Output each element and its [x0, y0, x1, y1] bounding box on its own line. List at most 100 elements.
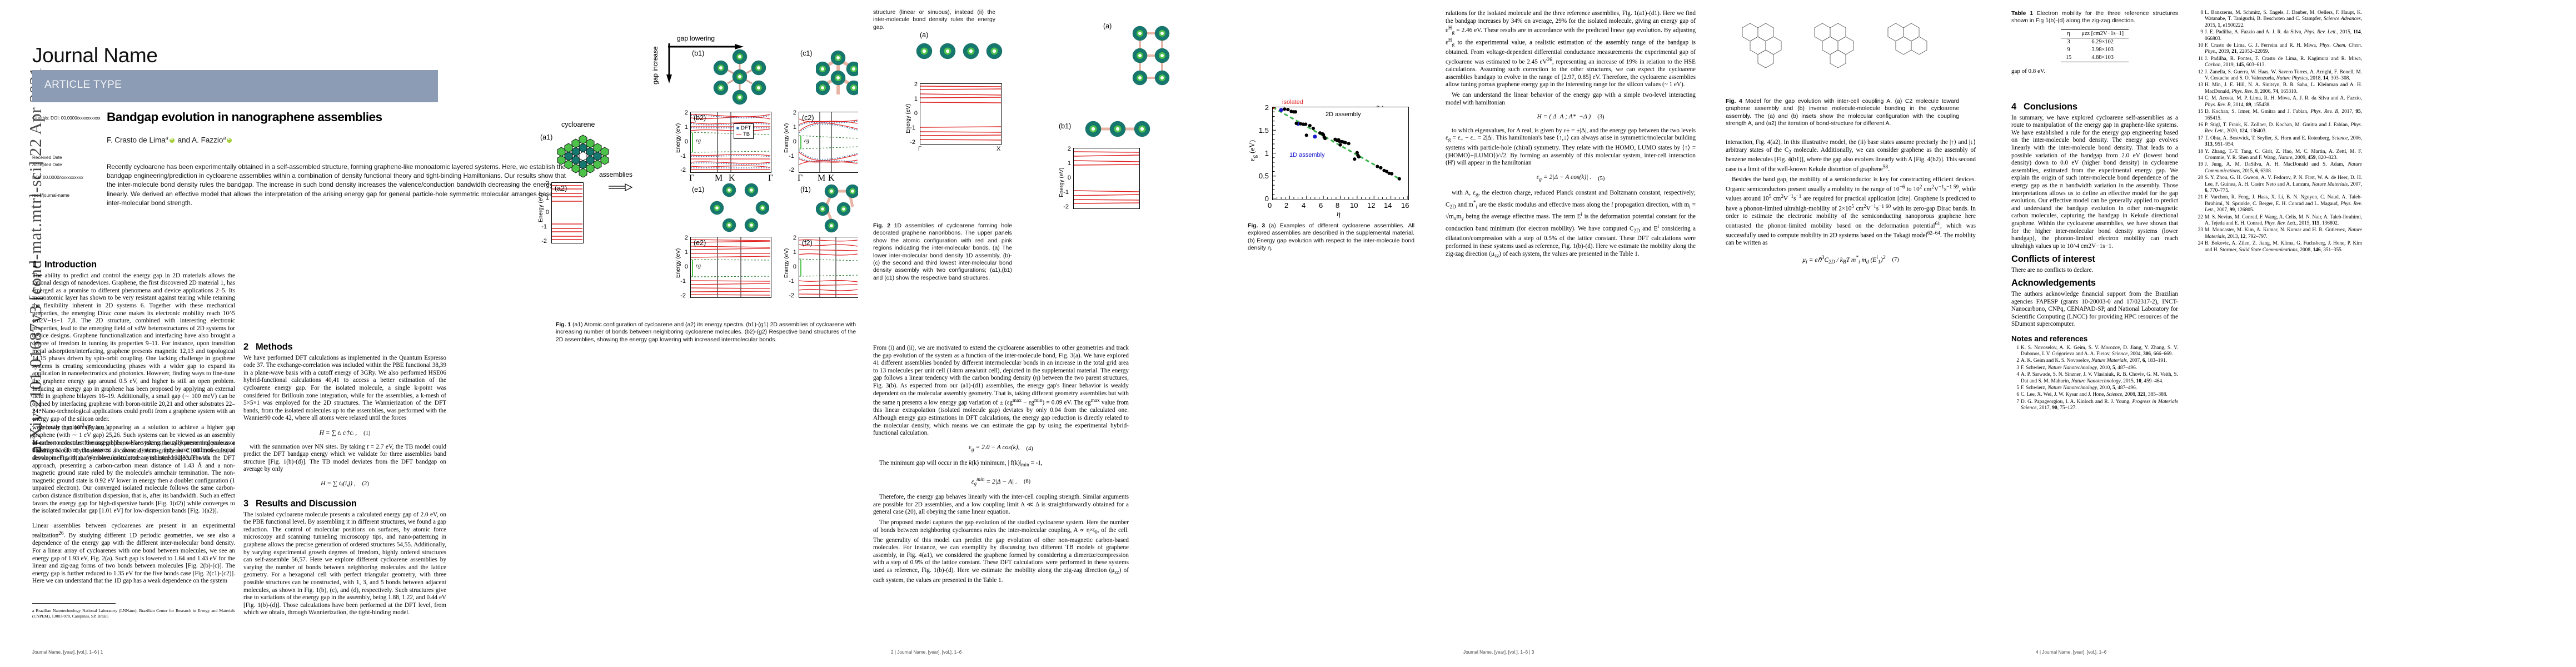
page3-left-text-2: We can understand the linear behavior of…	[1446, 92, 1696, 106]
table-1: η μzz [cm2V−1s−1] 3 6.29×102 9 3.98×103 15…	[2060, 29, 2129, 62]
table-1-cell: 6.29×102	[2091, 39, 2114, 46]
assembly-fig2-b1-icon	[1085, 121, 1150, 137]
fig1-a2-ytick: 0	[545, 209, 549, 216]
fig1-double-arrow-icon	[609, 183, 633, 191]
reference-number: 11	[2198, 56, 2203, 62]
section-heading-conflicts: Conflicts of interest	[2011, 254, 2095, 265]
table-1-cell: 9	[2067, 47, 2070, 53]
page-1: arXiv:2101.01687v3 [cond-mat.mtrl-sci] 2…	[0, 0, 859, 667]
fig3-data-point	[1338, 143, 1342, 147]
section-title: Introduction	[44, 260, 97, 270]
fig1-c2-ktick: Γ	[798, 173, 803, 183]
page2-left-text-4: The proposed model captures the gap evol…	[873, 519, 1129, 584]
article-type-label: ARTICLE TYPE	[44, 79, 122, 91]
fig1-b2-ktick: M	[715, 173, 723, 183]
fig3-xtick: 16	[1401, 201, 1409, 210]
table-1-cell: 3	[2067, 39, 2070, 46]
fig1-e2-ytick: 2	[684, 235, 688, 241]
reference-number: 22	[2198, 214, 2203, 220]
fig2-caption-label: Fig. 2	[873, 223, 890, 229]
column-methods: 2 Methods We have performed DFT calculati…	[243, 342, 446, 491]
legend-item-tb: TB	[736, 131, 751, 137]
fig2-caption: Fig. 2 1D assemblies of cycloarene formi…	[873, 222, 1012, 282]
section-heading-introduction: 1 Introduction	[32, 260, 235, 270]
fig1-e2-ytick: -1	[680, 278, 686, 285]
fig4-caption-label: Fig. 4	[1726, 98, 1742, 104]
page-3: ralations for the isolated molecule and …	[1431, 0, 2004, 667]
fig3-data-point	[1353, 157, 1357, 161]
column-page3-left: ralations for the isolated molecule and …	[1446, 10, 1696, 260]
fig1-panel-f1-tag: (f1)	[800, 186, 811, 193]
reference-item: 17 T. Ohta, A. Bostwick, T. Seyller, K. H…	[2195, 136, 2362, 148]
fig1-b2-ytick: 0	[684, 138, 688, 145]
accepted-date: Accepted Date	[32, 162, 62, 167]
fig1-b2-ytick: -2	[680, 167, 686, 173]
fig1-a2-ytick: 1	[545, 195, 549, 201]
equation-7-number: (5)	[1598, 175, 1605, 182]
fig1-c2-ytick: -2	[789, 167, 794, 173]
journal-name: Journal Name	[32, 44, 158, 67]
fig1-arrow-top-label: gap lowering	[677, 34, 715, 42]
column-results: 3 Results and Discussion The isolated cyc…	[243, 499, 446, 617]
fig1-panel-b1-tag: (b1)	[692, 49, 705, 57]
table-1-head: η μzz [cm2V−1s−1]	[2060, 29, 2129, 38]
fig2-a-ktick-x: X	[996, 146, 1001, 152]
fig2-b2-ytick: -2	[1063, 203, 1069, 210]
orcid-icon[interactable]	[227, 138, 232, 143]
reference-number: 12	[2198, 69, 2203, 75]
fig4-caption-text: Model for the gap evolution with inter-c…	[1726, 98, 1960, 127]
footer-page-3: Journal Name, [year], [vol.], 1–6 | 3	[1463, 650, 1534, 655]
equation-3-number: (4)	[1026, 445, 1033, 452]
table-row: η μzz [cm2V−1s−1]	[2060, 29, 2129, 38]
table-1-header-mu: μzz [cm2V−1s−1]	[2076, 29, 2129, 38]
reference-item: 23 M. Moncaster, M. Kim, A. Kumar, N. Kum…	[2195, 227, 2362, 240]
fig1-b2-ktick: Γ	[689, 173, 695, 183]
reference-item: 10 F. Crasto de Lima, G. J. Ferreira and …	[2195, 43, 2362, 56]
fig1-panel-c1-tag: (c1)	[800, 49, 813, 57]
dft-marker-icon	[736, 126, 739, 130]
fig3-annotation-isolated: isolated	[1282, 99, 1303, 106]
fig1-e2-ytick: 1	[684, 249, 688, 256]
section-title: Methods	[256, 342, 293, 352]
assembly-fig2-a-icon	[916, 43, 1003, 59]
fig3-data-point	[1279, 108, 1283, 112]
fig1-assemblies-label: assemblies	[599, 171, 633, 178]
table-row: 9 3.98×103	[2061, 46, 2129, 54]
section-heading-results: 3 Results and Discussion	[243, 499, 446, 509]
table-1-header-eta: η	[2060, 29, 2077, 38]
fig3-xtick: 0	[1268, 201, 1272, 210]
fig3-caption: Fig. 3 (a) Examples of different cycloar…	[1248, 222, 1414, 252]
orcid-icon[interactable]	[169, 138, 175, 143]
section-number: 3	[243, 499, 248, 509]
table-1-note: gap of 0.8 eV.	[2011, 67, 2046, 74]
fig3-data-point	[1304, 122, 1308, 126]
equation-7: εg = 2|Δ − A cos(k)| .	[1536, 174, 1592, 183]
fig1-caption-text: (a1) Atomic configuration of cycloarene …	[556, 322, 856, 343]
rsc-link: rsc.li/journal-name	[32, 193, 69, 198]
fig3-data-point	[1304, 133, 1308, 137]
fig3-ytick: 1	[1264, 149, 1269, 157]
article-type-bar: ARTICLE TYPE	[32, 70, 438, 102]
reference-number: 1	[2016, 345, 2019, 351]
fig1-e2-eg-label: εg	[696, 263, 701, 269]
fig3-data-point	[1357, 155, 1361, 159]
table-1-body: 3 6.29×102 9 3.98×103 15 4.88×103	[2060, 38, 2129, 62]
reference-item: 22 M. S. Nevius, M. Conrad, F. Wang, A. C…	[2195, 215, 2362, 227]
fig3-xtick: 4	[1302, 201, 1306, 210]
acknowledgements-text: The authors acknowledge financial suppor…	[2011, 291, 2178, 328]
fig1-e2-ytick: -2	[680, 292, 686, 299]
cite-this: Cite this: DOI: 00.0000/xxxxxxxxxx	[32, 116, 101, 121]
footer-page-1: Journal Name, [year], [vol.], 1–6 | 1	[32, 650, 103, 655]
fig2-a-ytick: -1	[910, 125, 915, 131]
fig2-a-ktick-gamma: Γ	[918, 146, 922, 152]
reference-item: 1 K. S. Novoselov, A. K. Geim, S. V. Moro…	[2011, 345, 2178, 358]
reference-item: 2 A. K. Geim and K. S. Novoselov, Nature …	[2011, 358, 2178, 364]
column-conclusions: 4 Conclusions In summary, we have explore…	[2011, 102, 2178, 412]
fig3-example-assembly-icon	[1132, 26, 1170, 86]
assembly-c1-structure-icon	[816, 50, 858, 96]
column-introduction: 1 Introduction The ability to predict and…	[32, 260, 235, 462]
reference-item: 11 J. Padilha, R. Pontes, F. Crasto de Li…	[2195, 56, 2362, 69]
fig1-a2-ytick: -2	[541, 238, 547, 245]
section-number: 1	[32, 260, 37, 270]
